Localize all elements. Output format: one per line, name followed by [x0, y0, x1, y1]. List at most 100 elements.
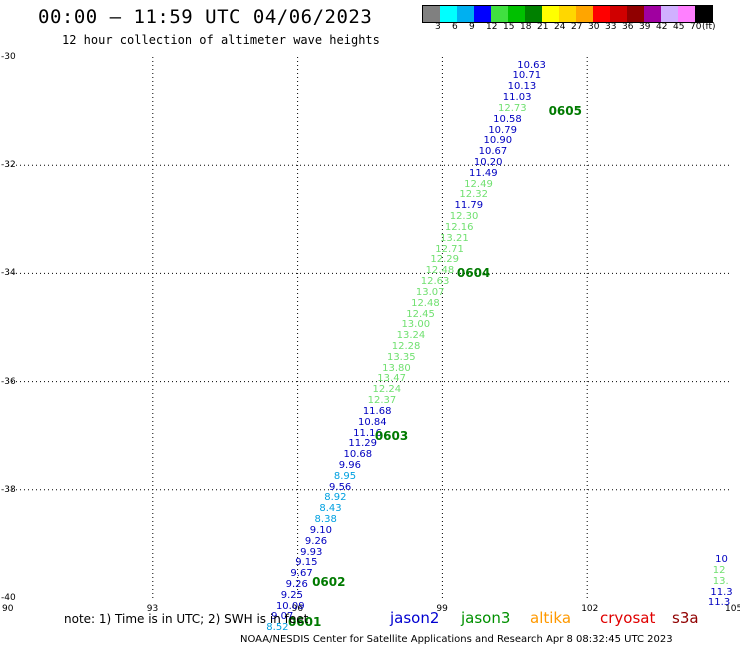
wave-height-value: 13. — [712, 575, 729, 587]
wave-height-value: 12.45 — [406, 308, 435, 320]
legend-label: 42 — [656, 22, 668, 32]
wave-height-value: 10.68 — [343, 449, 373, 461]
legend-label: 9 — [469, 22, 475, 32]
day-label: 0605 — [548, 104, 582, 119]
wave-height-value: 8.38 — [314, 514, 337, 526]
wave-height-value: 12.29 — [430, 254, 460, 266]
legend-swatch — [695, 6, 712, 22]
lat-tick-label: -38 — [1, 484, 16, 495]
wave-height-value: 11.49 — [469, 167, 498, 179]
legend-label: 15 — [503, 22, 515, 32]
wave-height-value: 11.29 — [348, 438, 377, 450]
satellite-name: cryosat — [600, 609, 656, 627]
lat-tick-label: -36 — [1, 376, 16, 387]
legend-swatch — [457, 6, 474, 22]
wave-height-value: 8.43 — [319, 503, 342, 515]
wave-height-value: 9.15 — [295, 557, 318, 569]
wave-height-value: 13.07 — [415, 286, 445, 298]
wave-height-value: 10.84 — [358, 416, 387, 428]
wave-height-value: 12.28 — [391, 340, 421, 352]
satellite-name: jason3 — [461, 609, 511, 627]
legend-swatch — [542, 6, 559, 22]
legend-label: 33 — [605, 22, 617, 32]
legend-label: 21 — [537, 22, 549, 32]
wave-height-value: 9.96 — [338, 459, 361, 471]
wave-height-value: 9.25 — [280, 589, 304, 601]
legend-swatch — [559, 6, 576, 22]
wave-height-value: 12.30 — [449, 211, 479, 223]
wave-height-value: 10.20 — [473, 157, 503, 169]
wave-height-value: 12 — [712, 564, 726, 576]
wave-height-value: 8.95 — [333, 470, 357, 482]
legend-swatch — [491, 6, 508, 22]
lat-tick-label: -32 — [1, 160, 16, 171]
wave-height-value: 12.24 — [372, 384, 402, 396]
wave-height-value: 12.48 — [411, 297, 440, 309]
day-label: 0601 — [287, 615, 322, 630]
satellite-name: altika — [530, 609, 572, 627]
wave-height-value: 11.68 — [362, 405, 392, 417]
wave-height-value: 10.13 — [507, 81, 537, 93]
wave-height-value: 12.49 — [464, 178, 493, 190]
lon-tick-label: 96 — [291, 604, 304, 614]
lon-tick-label: 102 — [581, 604, 599, 614]
wave-height-value: 10.58 — [493, 113, 522, 125]
wave-height-value: 12.63 — [420, 276, 450, 288]
wave-height-value: 13.24 — [396, 330, 426, 342]
wave-height-value: 9.26 — [304, 535, 328, 547]
map-subtitle: 12 hour collection of altimeter wave hei… — [62, 33, 380, 47]
color-legend — [422, 5, 713, 23]
legend-swatch — [627, 6, 644, 22]
legend-swatch — [423, 6, 440, 22]
day-label: 0602 — [312, 574, 346, 589]
wave-height-value: 12.71 — [435, 243, 464, 255]
wave-height-value: 11.3 — [710, 586, 733, 598]
wave-height-value: 12.48 — [425, 265, 455, 277]
satellite-name: s3a — [672, 609, 699, 627]
lon-tick-label: 99 — [436, 604, 448, 614]
wave-height-value: 13.21 — [440, 232, 469, 244]
legend-label: 30 — [588, 22, 600, 32]
wave-height-value: 9.10 — [309, 524, 332, 536]
lat-tick-label: -40 — [1, 593, 16, 603]
wave-height-value: 8.52 — [266, 622, 289, 634]
wave-height-value: 12.32 — [459, 189, 488, 201]
wave-height-value: 13.47 — [377, 373, 406, 385]
wave-height-value: 10.79 — [488, 124, 517, 136]
legend-label: 27 — [571, 22, 583, 32]
wave-height-value: 11.03 — [502, 92, 532, 104]
legend-label: 3 — [435, 22, 441, 32]
footer-note: note: 1) Time is in UTC; 2) SWH is in fe… — [64, 612, 309, 626]
wave-height-value: 10.67 — [478, 146, 508, 158]
wave-height-value: 10.63 — [517, 59, 546, 71]
wave-height-value: 9.56 — [329, 481, 352, 493]
legend-swatch — [644, 6, 661, 22]
wave-height-value: 12.16 — [444, 221, 474, 233]
legend-swatch — [474, 6, 491, 22]
wave-height-value: 12.73 — [497, 102, 527, 114]
day-label: 0603 — [374, 428, 409, 443]
wave-height-value: 13.35 — [386, 351, 416, 363]
lat-tick-label: -30 — [1, 52, 16, 62]
satellite-name: jason2 — [390, 609, 440, 627]
legend-label: 6 — [452, 22, 458, 32]
legend-label: 36 — [622, 22, 634, 32]
legend-swatch — [440, 6, 457, 22]
lon-tick-label: 90 — [2, 604, 14, 614]
wave-height-value: 10.71 — [512, 70, 542, 82]
wave-height-value: 9.26 — [285, 579, 308, 591]
wave-height-value: 10.90 — [483, 135, 513, 147]
legend-swatch — [576, 6, 593, 22]
wave-height-value: 8.92 — [324, 492, 347, 504]
legend-label: 70 — [690, 22, 702, 32]
lon-tick-label: 93 — [146, 604, 159, 614]
legend-swatch — [525, 6, 542, 22]
wave-height-value: 9.07 — [271, 611, 294, 623]
wave-height-value: 9.67 — [290, 568, 313, 580]
wave-height-value: 13.80 — [382, 362, 411, 374]
legend-swatch — [661, 6, 678, 22]
wave-height-value: 10 — [715, 554, 728, 566]
wave-height-value: 11.79 — [454, 200, 484, 212]
wave-height-value: 11.16 — [353, 427, 382, 439]
